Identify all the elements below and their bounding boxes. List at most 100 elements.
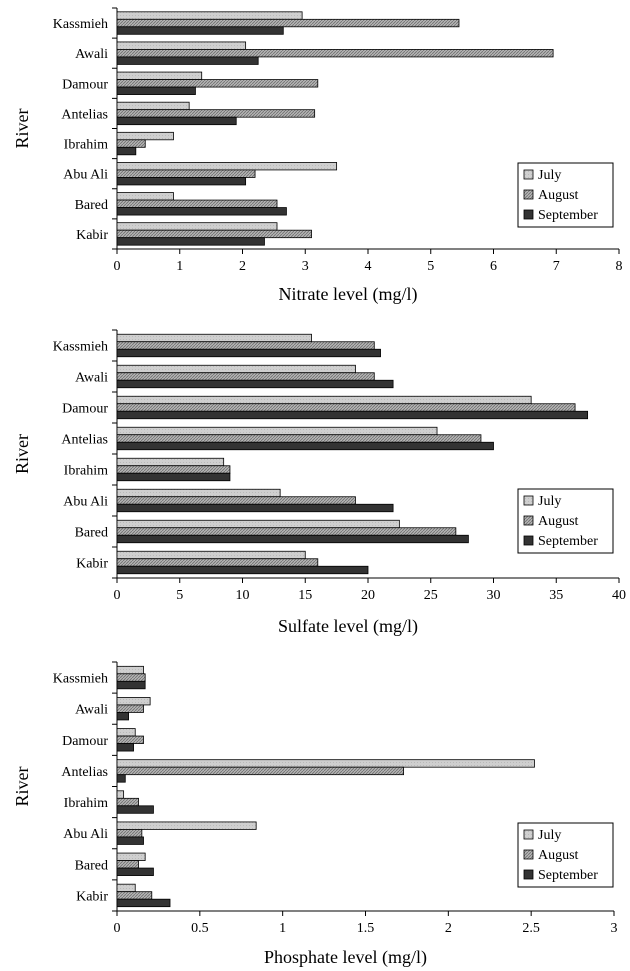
- bar-september: [116, 177, 247, 186]
- bar-september: [116, 867, 154, 876]
- legend-swatch: [523, 189, 534, 200]
- bar-august: [116, 139, 146, 148]
- category-label: Abu Ali: [63, 495, 108, 510]
- bar-september: [116, 898, 171, 908]
- legend-swatch: [523, 515, 534, 526]
- legend-label: September: [538, 534, 598, 549]
- bar-september: [116, 472, 231, 482]
- legend-swatch: [523, 869, 534, 880]
- bar-august: [116, 797, 139, 807]
- bar-july: [116, 192, 174, 201]
- bar-july: [116, 821, 257, 830]
- x-tick-label: 1: [176, 259, 183, 274]
- x-tick-label: 40: [612, 588, 626, 603]
- legend-swatch: [523, 209, 534, 220]
- bar-august: [116, 199, 278, 208]
- category-label: Bared: [75, 858, 108, 873]
- y-axis-title: River: [12, 109, 32, 149]
- bar-august: [116, 109, 316, 118]
- legend-box: [517, 162, 614, 228]
- legend-swatch: [523, 495, 534, 506]
- bar-july: [116, 162, 338, 171]
- bar-september: [116, 207, 287, 216]
- bar-august: [116, 527, 457, 536]
- category-label: Awali: [75, 371, 108, 386]
- x-tick-label: 6: [490, 259, 497, 274]
- bar-september: [116, 774, 126, 783]
- bar-august: [116, 79, 319, 88]
- category-label: Kabir: [76, 889, 108, 904]
- bar-september: [116, 805, 154, 814]
- bar-september: [116, 441, 494, 451]
- legend-box: [517, 488, 614, 554]
- bar-august: [116, 735, 144, 744]
- bar-september: [116, 836, 144, 845]
- category-label: Kassmieh: [53, 340, 108, 355]
- bar-september: [116, 680, 146, 690]
- bar-july: [116, 222, 278, 231]
- legend-label: July: [538, 168, 561, 183]
- bar-july: [116, 131, 174, 141]
- category-label: Antelias: [61, 107, 108, 122]
- bar-july: [116, 457, 225, 467]
- legend-swatch: [523, 849, 534, 860]
- category-label: Kassmieh: [53, 672, 108, 687]
- bar-august: [116, 829, 143, 838]
- x-tick-label: 4: [365, 259, 372, 274]
- bar-july: [116, 333, 312, 343]
- bar-july: [116, 790, 125, 799]
- legend: July August September: [517, 488, 614, 554]
- bar-august: [116, 891, 153, 900]
- legend-label: July: [538, 494, 561, 509]
- bar-august: [116, 434, 482, 443]
- bar-july: [116, 426, 438, 436]
- chart-panel-1: 0 1 2 3 4 5 6 7 8 Kassmieh Awali Damour Antelias Ibra…: [12, 7, 623, 305]
- bar-september: [116, 410, 589, 420]
- bar-august: [116, 558, 319, 567]
- bar-september: [116, 712, 129, 721]
- bar-august: [116, 704, 144, 713]
- bar-august: [116, 860, 139, 869]
- bar-september: [116, 237, 265, 246]
- bar-september: [116, 534, 469, 544]
- x-tick-label: 1: [279, 921, 286, 936]
- bar-july: [116, 364, 356, 374]
- x-tick-label: 2: [239, 259, 246, 274]
- x-tick-label: 10: [236, 588, 250, 603]
- x-tick-label: 1.5: [357, 921, 375, 936]
- bar-july: [116, 665, 144, 675]
- x-tick-label: 0: [114, 588, 121, 603]
- bar-august: [116, 465, 231, 474]
- bar-august: [116, 169, 256, 178]
- bar-july: [116, 852, 146, 861]
- bar-august: [116, 403, 576, 412]
- bar-august: [116, 673, 146, 682]
- legend-swatch: [523, 535, 534, 546]
- category-label: Awali: [75, 47, 108, 62]
- category-label: Antelias: [61, 765, 108, 780]
- legend-swatch: [523, 169, 534, 180]
- y-axis-title: River: [12, 434, 32, 474]
- bar-july: [116, 11, 303, 20]
- x-axis-title: Phosphate level (mg/l): [264, 947, 427, 968]
- x-axis-title: Sulfate level (mg/l): [278, 616, 418, 637]
- x-tick-label: 15: [298, 588, 312, 603]
- bar-august: [116, 496, 356, 505]
- category-label: Damour: [62, 77, 108, 92]
- bar-september: [116, 565, 369, 575]
- bar-july: [116, 488, 281, 498]
- bar-august: [116, 229, 312, 239]
- category-label: Abu Ali: [63, 827, 108, 842]
- x-tick-label: 3: [302, 259, 309, 274]
- bar-august: [116, 372, 375, 381]
- bar-july: [116, 395, 532, 405]
- x-tick-label: 25: [424, 588, 438, 603]
- category-label: Damour: [62, 734, 108, 749]
- chart-panel-3: 0 0.5 1 1.5 2 2.5 3 Kassmieh Awali Damour Antelias…: [12, 661, 618, 968]
- legend: July August September: [517, 162, 614, 228]
- legend-label: July: [538, 828, 561, 843]
- x-tick-label: 0: [114, 921, 121, 936]
- bar-july: [116, 883, 136, 893]
- x-tick-label: 7: [553, 259, 560, 274]
